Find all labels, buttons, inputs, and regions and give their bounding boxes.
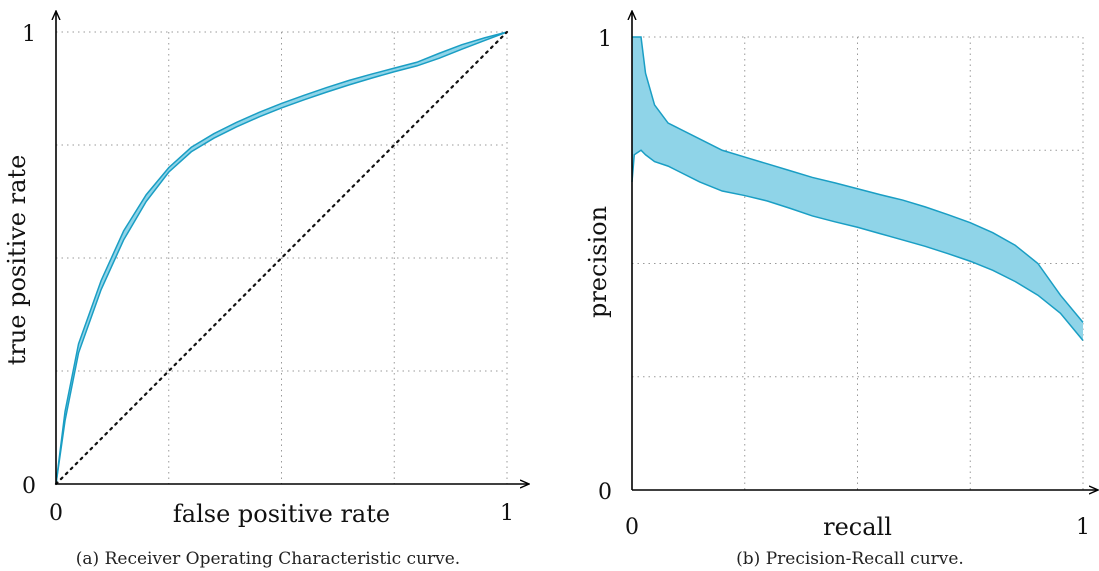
roc-curve-upper-line <box>55 31 508 485</box>
roc-x-axis-label: false positive rate <box>173 500 390 528</box>
pr-y-tick-1: 1 <box>598 27 612 52</box>
pr-x-axis-label: recall <box>823 513 892 541</box>
pr-chart: 1 0 0 1 recall precision (b) Precision-R… <box>584 12 1097 569</box>
pr-curve-lower-line <box>631 149 1084 341</box>
roc-chart: 1 0 0 1 false positive rate true positiv… <box>3 12 528 569</box>
roc-y-axis-label: true positive rate <box>3 155 31 366</box>
roc-curve-lower-line <box>55 31 508 485</box>
pr-y-axis-label: precision <box>584 206 612 318</box>
roc-x-tick-1: 1 <box>500 501 514 526</box>
roc-y-tick-0: 0 <box>22 474 36 499</box>
pr-x-tick-0: 0 <box>625 515 639 540</box>
roc-chance-diagonal <box>54 30 509 486</box>
roc-y-tick-1: 1 <box>22 22 36 47</box>
pr-grid <box>632 36 1084 490</box>
roc-x-tick-0: 0 <box>49 501 63 526</box>
pr-x-tick-1: 1 <box>1076 515 1090 540</box>
pr-caption: (b) Precision-Recall curve. <box>736 549 964 569</box>
roc-caption: (a) Receiver Operating Characteristic cu… <box>76 549 460 569</box>
pr-y-tick-0: 0 <box>598 480 612 505</box>
pr-curve-upper-line <box>632 36 1084 323</box>
roc-grid <box>56 31 508 484</box>
